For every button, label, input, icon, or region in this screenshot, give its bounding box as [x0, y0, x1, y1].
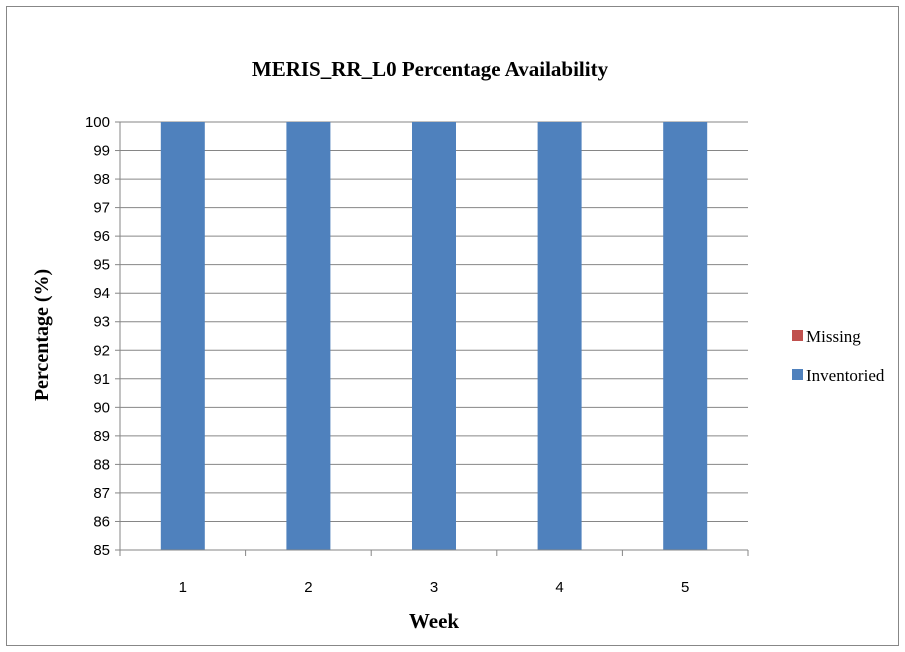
chart-frame: MERIS_RR_L0 Percentage Availability Perc…: [6, 6, 899, 646]
y-tick-label: 87: [93, 485, 110, 502]
legend-swatch-missing: [792, 330, 803, 341]
bar-inventoried-week-2: [286, 122, 331, 550]
legend: Missing Inventoried: [792, 327, 885, 385]
axes-layer: [119, 122, 748, 551]
y-tick-label: 98: [93, 171, 110, 188]
y-tick-label: 92: [93, 342, 110, 359]
bar-inventoried-week-1: [160, 122, 205, 550]
x-tick-label: 4: [555, 579, 563, 596]
y-tick-label: 100: [85, 114, 110, 131]
y-tick-label: 88: [93, 456, 110, 473]
y-tick-label: 95: [93, 257, 110, 274]
y-tick-label: 85: [93, 542, 110, 559]
x-tick-label: 2: [304, 579, 312, 596]
y-tick-label: 94: [93, 285, 110, 302]
chart-svg: MERIS_RR_L0 Percentage Availability Perc…: [31, 57, 885, 633]
y-tick-label: 97: [93, 200, 110, 217]
y-tick-label: 86: [93, 513, 110, 530]
legend-swatch-inventoried: [792, 369, 803, 380]
x-tick-label: 3: [430, 579, 438, 596]
y-tick-label: 91: [93, 371, 110, 388]
y-tick-label: 96: [93, 228, 110, 245]
x-tick-label: 1: [179, 579, 187, 596]
x-axis-label: Week: [409, 609, 459, 633]
bars-layer: [160, 122, 708, 550]
bar-inventoried-week-5: [663, 122, 708, 550]
bar-inventoried-week-4: [537, 122, 582, 550]
x-tick-label: 5: [681, 579, 689, 596]
legend-label-missing: Missing: [806, 327, 861, 346]
y-tick-label: 99: [93, 143, 110, 160]
y-axis-label: Percentage (%): [31, 269, 53, 401]
y-tick-label: 89: [93, 428, 110, 445]
bar-inventoried-week-3: [412, 122, 456, 550]
legend-label-inventoried: Inventoried: [806, 366, 885, 385]
y-tick-label: 90: [93, 399, 110, 416]
y-tick-label: 93: [93, 314, 110, 331]
chart-title: MERIS_RR_L0 Percentage Availability: [252, 57, 609, 81]
ticks-layer: 85 86 87 88 89 90 91 92 93 94 95 96 97 98 99 100 1 2 3 4 5: [85, 114, 749, 596]
